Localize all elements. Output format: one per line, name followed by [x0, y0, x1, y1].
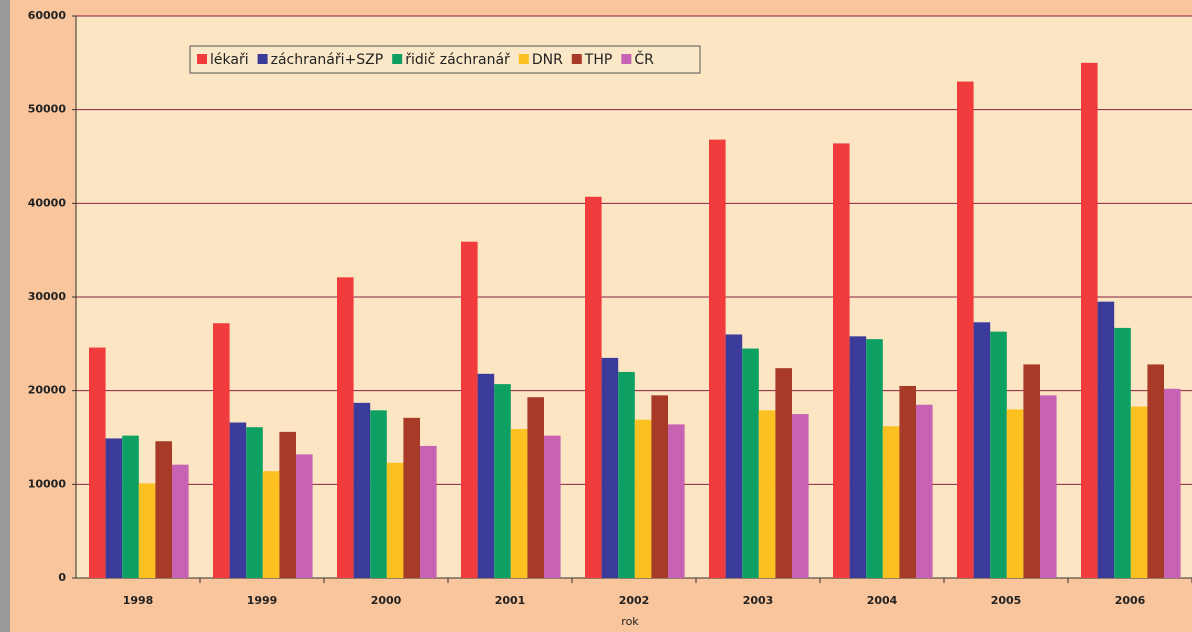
- legend-swatch: [197, 54, 207, 64]
- legend-swatch: [392, 54, 403, 64]
- legend-label: ČR: [634, 50, 654, 68]
- bar: [725, 334, 743, 578]
- bar: [775, 368, 792, 578]
- bar: [420, 445, 437, 578]
- bar: [105, 438, 123, 578]
- bar: [122, 435, 139, 578]
- bar: [792, 414, 809, 578]
- legend-swatch: [571, 54, 582, 64]
- bar: [370, 410, 387, 578]
- x-tick-label: 2000: [371, 594, 402, 607]
- bar: [634, 419, 652, 578]
- bar: [1130, 406, 1148, 578]
- bar: [213, 323, 230, 578]
- legend-label: lékaři: [210, 52, 249, 68]
- x-tick-label: 2001: [495, 594, 526, 607]
- y-tick-label: 10000: [28, 477, 67, 490]
- legend-label: záchranáři+SZP: [271, 52, 384, 68]
- bar: [262, 471, 280, 578]
- bar: [585, 196, 602, 578]
- bar: [618, 371, 635, 578]
- bar: [403, 417, 420, 578]
- bar: [1040, 395, 1057, 578]
- bar: [1114, 327, 1131, 578]
- bar: [1147, 364, 1164, 578]
- legend-swatch: [621, 54, 632, 64]
- bar: [990, 331, 1007, 578]
- bar: [510, 429, 528, 578]
- y-tick-label: 40000: [28, 196, 67, 209]
- x-tick-label: 2004: [867, 594, 898, 607]
- bar: [957, 81, 974, 579]
- bar: [461, 241, 478, 578]
- bar: [1006, 409, 1024, 578]
- bar: [709, 139, 726, 578]
- bar: [279, 431, 296, 578]
- y-tick-label: 50000: [28, 103, 67, 116]
- bar: [527, 397, 544, 578]
- bar: [337, 277, 354, 578]
- bar: [601, 357, 619, 578]
- bar: [386, 462, 404, 578]
- bar: [882, 426, 900, 578]
- bar: [668, 424, 685, 578]
- x-tick-label: 1999: [247, 594, 278, 607]
- bar: [246, 427, 263, 578]
- x-axis-label: rok: [621, 615, 639, 628]
- y-tick-label: 0: [58, 571, 66, 584]
- x-tick-label: 1998: [123, 594, 154, 607]
- bar: [916, 404, 933, 578]
- bar: [172, 464, 189, 578]
- bar: [758, 410, 776, 578]
- bar: [1023, 364, 1040, 578]
- bar: [353, 402, 371, 578]
- side-strip: [0, 0, 10, 632]
- legend-label: řidič záchranář: [405, 52, 510, 68]
- bar: [1081, 62, 1098, 579]
- bar: [651, 395, 668, 578]
- bar: [477, 373, 495, 578]
- y-tick-label: 60000: [28, 9, 67, 22]
- bar: [155, 441, 172, 578]
- y-tick-label: 20000: [28, 384, 67, 397]
- bar: [544, 435, 561, 578]
- x-tick-label: 2003: [743, 594, 774, 607]
- bar: [833, 143, 850, 579]
- x-tick-label: 2002: [619, 594, 650, 607]
- bar: [229, 422, 247, 578]
- bar: [1164, 388, 1181, 578]
- bar: [1097, 301, 1115, 578]
- bar: [296, 454, 313, 578]
- x-tick-label: 2005: [991, 594, 1022, 607]
- bar: [899, 385, 916, 578]
- legend-label: DNR: [532, 52, 563, 68]
- bar: [849, 336, 867, 578]
- bar: [138, 483, 156, 578]
- bar: [973, 322, 991, 578]
- y-tick-label: 30000: [28, 290, 67, 303]
- legend-box: [189, 45, 701, 74]
- x-tick-label: 2006: [1115, 594, 1146, 607]
- bar: [866, 339, 883, 578]
- bar: [742, 348, 759, 578]
- legend-swatch: [257, 54, 268, 64]
- legend-swatch: [518, 54, 529, 64]
- legend-label: THP: [584, 52, 613, 68]
- bar: [494, 384, 511, 578]
- bar: [89, 347, 106, 578]
